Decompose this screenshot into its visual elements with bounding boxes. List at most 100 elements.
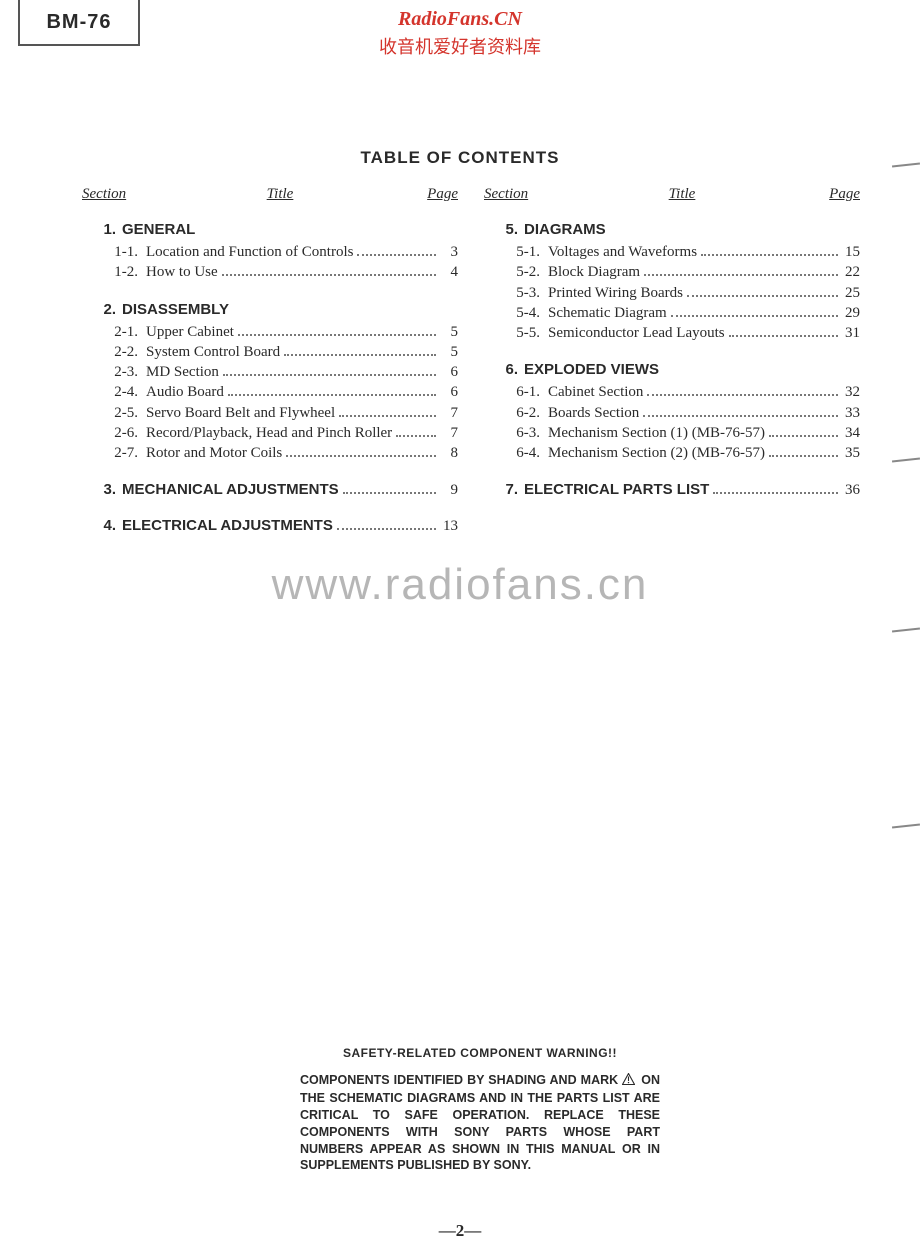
toc-column-left: Section Title Page 1.GENERAL1-1.Location… [82,186,458,553]
warning-title: SAFETY-RELATED COMPONENT WARNING!! [300,1046,660,1060]
section-page: 36 [842,482,860,499]
dot-leader [222,273,436,276]
item-page: 6 [440,362,458,382]
section-page: 9 [440,482,458,499]
dot-leader [357,253,436,256]
dot-leader [337,527,436,530]
dot-leader [228,393,436,396]
toc-section: 3.MECHANICAL ADJUSTMENTS 9 [82,481,458,499]
toc-item: 6-2.Boards Section33 [484,403,860,423]
item-title: Audio Board [146,382,224,402]
section-title: EXPLODED VIEWS [524,361,659,378]
page-title: TABLE OF CONTENTS [0,148,920,168]
dot-leader [769,454,838,457]
scan-mark [892,824,920,829]
toc-item: 2-6.Record/Playback, Head and Pinch Roll… [82,423,458,443]
section-title: GENERAL [122,221,195,238]
header-title: Title [142,186,418,203]
warning-block: SAFETY-RELATED COMPONENT WARNING!! COMPO… [300,1046,660,1174]
item-page: 7 [440,423,458,443]
toc-item: 2-1.Upper Cabinet5 [82,322,458,342]
column-header: Section Title Page [82,186,458,203]
item-number: 6-1. [504,382,548,402]
item-number: 2-7. [102,443,146,463]
toc-item: 2-2.System Control Board5 [82,342,458,362]
item-page: 34 [842,423,860,443]
section-number: 3. [82,481,122,498]
header-page: Page [820,186,860,203]
item-page: 5 [440,342,458,362]
dot-leader [769,434,838,437]
item-title: Semiconductor Lead Layouts [548,323,725,343]
brand: RadioFans.CN [0,8,920,31]
toc-item: 5-2.Block Diagram 22 [484,262,860,282]
item-page: 32 [842,382,860,402]
section-number: 7. [484,481,524,498]
item-title: How to Use [146,262,218,282]
item-title: Upper Cabinet [146,322,234,342]
warning-text-post: ON THE SCHEMATIC DIAGRAMS AND IN THE PAR… [300,1073,660,1172]
section-heading: 6.EXPLODED VIEWS [484,361,860,378]
dot-leader [643,414,838,417]
toc-item: 2-7.Rotor and Motor Coils 8 [82,443,458,463]
toc-item: 6-3.Mechanism Section (1) (MB-76-57)34 [484,423,860,443]
dot-leader [396,434,436,437]
section-heading: 4.ELECTRICAL ADJUSTMENTS13 [82,517,458,535]
item-title: Printed Wiring Boards [548,283,683,303]
item-number: 2-4. [102,382,146,402]
header-title: Title [544,186,820,203]
item-title: Mechanism Section (1) (MB-76-57) [548,423,765,443]
item-page: 22 [842,262,860,282]
item-title: Block Diagram [548,262,640,282]
item-title: Servo Board Belt and Flywheel [146,403,335,423]
toc-item: 5-3.Printed Wiring Boards25 [484,283,860,303]
section-title: DISASSEMBLY [122,301,229,318]
brand-subtitle: 收音机爱好者资料库 [0,33,920,59]
item-number: 2-5. [102,403,146,423]
dot-leader [343,491,436,494]
section-number: 5. [484,221,524,238]
dot-leader [647,393,838,396]
section-heading: 2.DISASSEMBLY [82,301,458,318]
item-title: Record/Playback, Head and Pinch Roller [146,423,392,443]
section-title: MECHANICAL ADJUSTMENTS [122,481,339,498]
item-number: 2-2. [102,342,146,362]
toc-section: 1.GENERAL1-1.Location and Function of Co… [82,221,458,283]
item-number: 6-2. [504,403,548,423]
scan-mark [892,458,920,463]
section-heading: 1.GENERAL [82,221,458,238]
item-page: 35 [842,443,860,463]
item-title: Cabinet Section [548,382,643,402]
item-page: 6 [440,382,458,402]
item-number: 5-2. [504,262,548,282]
dot-leader [687,294,838,297]
dot-leader [713,491,838,494]
section-number: 4. [82,517,122,534]
item-number: 6-4. [504,443,548,463]
dot-leader [644,273,838,276]
toc-section: 4.ELECTRICAL ADJUSTMENTS13 [82,517,458,535]
section-heading: 7.ELECTRICAL PARTS LIST36 [484,481,860,499]
item-page: 33 [842,403,860,423]
item-title: Rotor and Motor Coils [146,443,282,463]
toc-section: 7.ELECTRICAL PARTS LIST36 [484,481,860,499]
section-page: 13 [440,518,458,535]
toc-section: 6.EXPLODED VIEWS6-1.Cabinet Section326-2… [484,361,860,463]
item-page: 5 [440,322,458,342]
toc-item: 2-5.Servo Board Belt and Flywheel7 [82,403,458,423]
caution-icon [622,1073,635,1090]
item-title: MD Section [146,362,219,382]
toc-columns: Section Title Page 1.GENERAL1-1.Location… [82,186,860,553]
dot-leader [223,373,436,376]
dot-leader [701,253,838,256]
item-page: 25 [842,283,860,303]
dot-leader [339,414,436,417]
page: BM-76 RadioFans.CN 收音机爱好者资料库 TABLE OF CO… [0,0,920,1257]
page-number: —2— [0,1221,920,1241]
item-page: 8 [440,443,458,463]
section-heading: 3.MECHANICAL ADJUSTMENTS 9 [82,481,458,499]
item-title: Location and Function of Controls [146,242,353,262]
header-section: Section [82,186,142,203]
toc-item: 1-2.How to Use4 [82,262,458,282]
item-number: 5-1. [504,242,548,262]
